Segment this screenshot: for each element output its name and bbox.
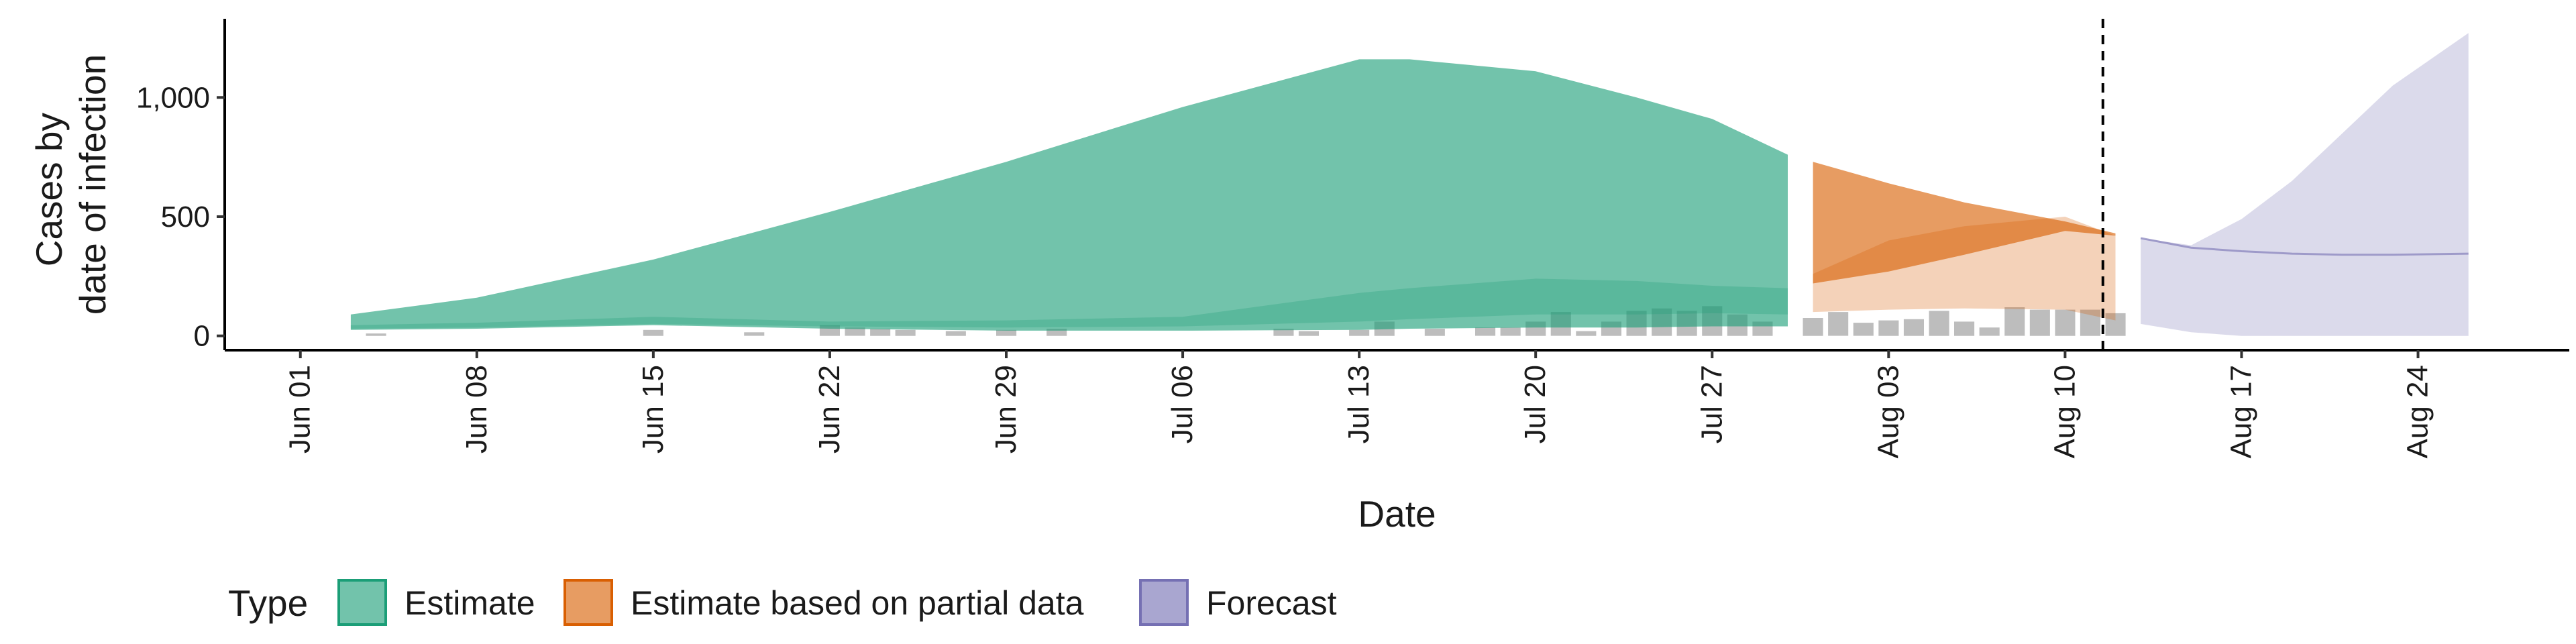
reported-case-bar <box>870 329 891 336</box>
reported-case-bar <box>1500 327 1521 336</box>
reported-case-bar <box>2004 307 2025 336</box>
y-tick-label: 500 <box>161 201 210 233</box>
x-tick-label: Aug 03 <box>1872 365 1904 458</box>
reported-case-bar <box>895 329 916 336</box>
x-tick-label: Jul 13 <box>1342 365 1375 443</box>
reported-case-bar <box>1424 329 1445 336</box>
legend-key-forecast <box>1139 579 1189 626</box>
y-axis-title-line-2: date of infection <box>72 54 113 315</box>
legend-label-estimate-based-on-partial-data: Estimate based on partial data <box>631 584 1084 622</box>
reported-case-bar <box>1878 320 1899 336</box>
legend-label-forecast: Forecast <box>1206 584 1337 622</box>
reported-case-bar <box>1954 321 1975 336</box>
reported-case-bar <box>1475 327 1496 336</box>
reported-case-bar <box>2029 309 2050 336</box>
legend-key-estimate <box>337 579 387 626</box>
ticks: 0 500 1,000 Jun 01 Jun 08 Jun 15 Jun 22 Jun 29 J… <box>136 81 2434 458</box>
y-tick-label: 1,000 <box>136 81 210 114</box>
reported-case-bar <box>1273 329 1294 336</box>
x-tick-label: Jun 15 <box>637 365 669 453</box>
plot-area <box>350 19 2469 350</box>
reported-case-bar <box>1853 323 1874 336</box>
forecast-outer-ribbon <box>2141 33 2469 336</box>
legend-title: Type <box>228 582 308 624</box>
x-tick-label: Jul 06 <box>1166 365 1199 443</box>
x-tick-label: Jul 27 <box>1695 365 1728 443</box>
x-tick-label: Jun 29 <box>989 365 1022 453</box>
y-tick-label: 0 <box>194 320 210 353</box>
reported-case-bar <box>1903 319 1924 336</box>
axes <box>223 19 2569 352</box>
reported-case-bar <box>366 333 386 336</box>
reported-case-bar <box>996 329 1017 336</box>
y-axis-title: Cases by date of infection <box>28 54 113 315</box>
reported-case-bar <box>1929 311 1949 336</box>
reported-case-bar <box>1828 312 1849 336</box>
reported-case-bar <box>744 332 765 336</box>
reported-case-bar <box>2105 313 2126 336</box>
forecast-median-line <box>2140 237 2469 256</box>
estimate-based-on-partial-data-inner-ribbon <box>1813 217 2116 321</box>
reported-case-bar <box>845 327 865 336</box>
x-tick-label: Aug 24 <box>2402 365 2434 458</box>
reported-case-bar <box>1046 329 1067 336</box>
x-tick-label: Jul 20 <box>1519 365 1552 443</box>
legend-key-estimate-based-on-partial-data <box>564 579 613 626</box>
reported-case-bar <box>643 329 663 336</box>
reported-case-bar <box>1298 331 1319 336</box>
reported-case-bar <box>2055 309 2076 336</box>
estimate-outer-ribbon <box>350 59 1788 331</box>
legend: Type Estimate Estimate based on partial d… <box>228 579 1337 626</box>
x-tick-label: Aug 10 <box>2048 365 2081 458</box>
x-axis-title: Date <box>1358 493 1436 535</box>
reported-case-bar <box>1349 329 1370 336</box>
reported-case-bar <box>945 331 966 336</box>
x-tick-label: Jun 08 <box>460 365 493 453</box>
reported-case-bar <box>1803 318 1823 336</box>
reported-case-bar <box>1576 331 1597 336</box>
reported-case-bar <box>1979 327 2000 336</box>
x-tick-label: Aug 17 <box>2224 365 2257 458</box>
estimate-based-on-partial-data-outer-ribbon <box>1813 162 2116 284</box>
estimate-inner-ribbon <box>350 278 1788 329</box>
legend-label-estimate: Estimate <box>405 584 535 622</box>
x-tick-label: Jun 22 <box>813 365 846 453</box>
x-tick-label: Jun 01 <box>284 365 317 453</box>
y-axis-title-line-1: Cases by <box>28 113 70 267</box>
reported-case-bar <box>2080 309 2100 336</box>
